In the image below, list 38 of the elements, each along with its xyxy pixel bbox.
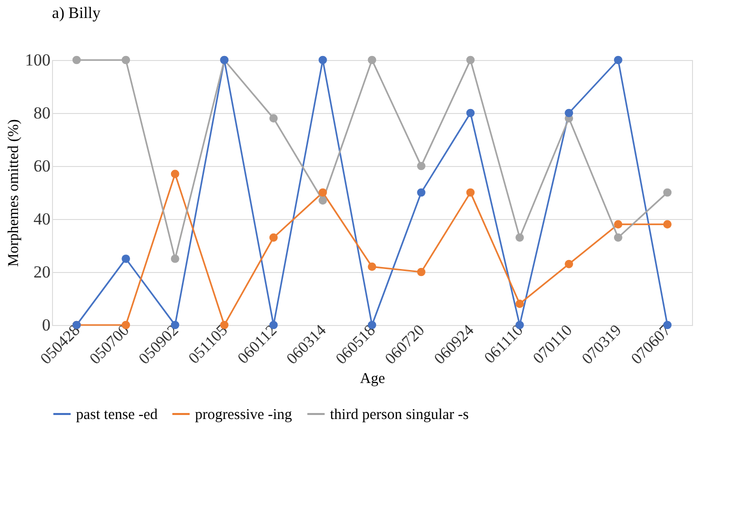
point	[516, 300, 524, 308]
point	[614, 233, 622, 242]
point	[368, 262, 376, 271]
point	[318, 196, 327, 205]
point	[417, 162, 426, 170]
point	[170, 254, 180, 263]
legend-label: past tense -ed	[76, 407, 158, 423]
point	[318, 188, 327, 197]
legend-label: progressive -ing	[195, 407, 293, 423]
point	[417, 268, 426, 276]
point	[466, 188, 475, 197]
point	[564, 108, 574, 118]
point	[72, 56, 81, 64]
point	[170, 170, 180, 178]
y-tick-label: 100	[25, 50, 50, 70]
legend-label: third person singular -s	[330, 407, 469, 423]
point	[614, 220, 622, 228]
point	[368, 56, 376, 64]
y-tick-label: 20	[34, 262, 50, 282]
point	[466, 108, 475, 118]
point	[564, 260, 574, 268]
y-tick-label: 80	[34, 104, 50, 122]
point	[663, 188, 672, 197]
point	[122, 56, 130, 64]
point	[663, 220, 672, 228]
point	[122, 254, 130, 263]
y-tick-label: 60	[34, 156, 50, 176]
point	[318, 56, 327, 64]
point	[614, 56, 622, 64]
point	[269, 233, 278, 242]
point	[269, 114, 278, 122]
point	[466, 56, 475, 64]
x-axis-title: Age	[360, 371, 386, 388]
y-tick-label: 40	[34, 210, 50, 228]
point	[417, 188, 426, 197]
chart-title: a) Billy	[52, 5, 100, 22]
point	[516, 233, 524, 242]
y-axis-title: Morphemes omitted (%)	[6, 119, 22, 267]
